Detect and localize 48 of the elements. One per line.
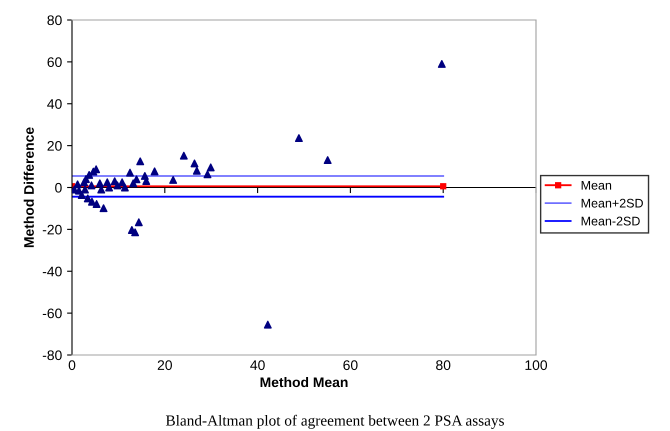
point [89, 168, 98, 176]
x-tick-label: 100 [525, 360, 548, 370]
y-tick-label: 60 [48, 57, 62, 68]
point [136, 157, 144, 166]
legend-label: Mean [582, 180, 612, 190]
point [206, 163, 215, 172]
legend-label: Mean+2SD [582, 198, 643, 208]
y-tick-label: -40 [42, 266, 62, 276]
y-tick-label: 0 [55, 182, 62, 193]
point [82, 175, 90, 184]
point [96, 179, 104, 188]
point [114, 181, 122, 190]
y-tick-label: 20 [48, 140, 62, 151]
point [126, 168, 134, 177]
point [81, 186, 89, 194]
y-tick-label: 40 [47, 99, 62, 109]
point [190, 159, 198, 168]
x-tick-label: 20 [158, 360, 172, 370]
point [120, 184, 129, 192]
point [100, 204, 108, 212]
y-tick-label: 80 [47, 15, 62, 26]
legend-label: Mean-2SD [582, 216, 640, 226]
y-tick-label: -60 [42, 308, 62, 318]
x-tick-label: 60 [343, 360, 358, 370]
point [74, 180, 82, 188]
point [169, 176, 178, 184]
x-tick-label: 40 [250, 360, 265, 370]
point [131, 228, 140, 236]
point [324, 156, 332, 164]
text: Bland-Altman plot of agreement between 2 PSA assays [166, 414, 504, 429]
point [88, 181, 96, 190]
x-axis-title: Method Mean [260, 376, 348, 388]
point [129, 179, 138, 188]
y-tick-label: -20 [42, 224, 62, 235]
point [150, 167, 159, 176]
y-axis-title: Method Difference [24, 127, 34, 248]
x-tick-label: 0 [68, 360, 76, 370]
point [438, 60, 446, 68]
point [264, 320, 272, 329]
point [440, 183, 446, 190]
point [294, 134, 303, 142]
point [204, 170, 212, 178]
point [180, 152, 188, 160]
point [84, 194, 92, 202]
point [134, 218, 143, 226]
point [192, 166, 201, 175]
y-tick-label: -80 [42, 350, 62, 360]
x-tick-label: 80 [436, 360, 450, 370]
